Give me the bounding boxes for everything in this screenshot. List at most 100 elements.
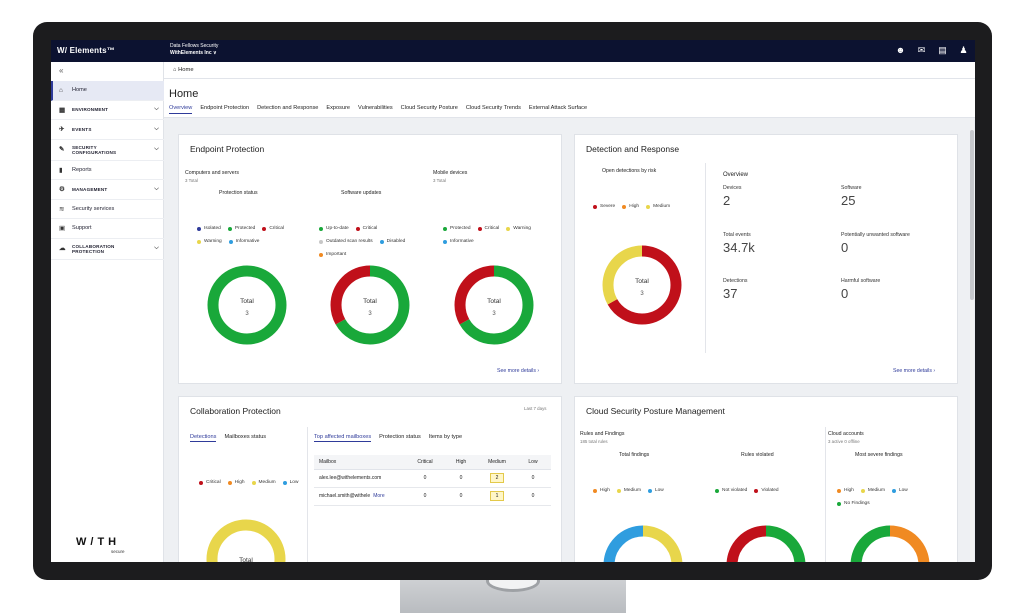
donut-segment[interactable] xyxy=(454,265,534,345)
tab-endpoint-protection[interactable]: Endpoint Protection xyxy=(200,105,250,111)
legend-item[interactable]: High xyxy=(622,204,639,209)
legend-item[interactable]: Up-to-date xyxy=(319,226,349,231)
legend-item[interactable]: Disabled xyxy=(379,239,405,244)
subtab-mailboxes-status[interactable]: Mailboxes status xyxy=(224,434,267,440)
donut-segment[interactable] xyxy=(602,245,682,325)
sidebar-item-events[interactable]: ✈ EVENTS ⌵ xyxy=(51,120,164,140)
donut-segment[interactable] xyxy=(207,265,287,345)
breadcrumb-home[interactable]: ⌂ Home xyxy=(173,67,194,73)
sidebar-item-management[interactable]: ⚙ MANAGEMENT ⌵ xyxy=(51,180,164,200)
legend-item[interactable]: High xyxy=(227,480,245,485)
medium-count[interactable]: 1 xyxy=(490,491,504,501)
announcements-icon[interactable]: ✉ xyxy=(917,45,926,55)
legend-item[interactable]: Informative xyxy=(443,239,474,244)
column-header[interactable]: High xyxy=(443,455,479,470)
medium-count[interactable]: 2 xyxy=(490,473,504,483)
stat-value[interactable]: 37 xyxy=(723,286,738,301)
mobile-devices-donut[interactable]: Total 3 xyxy=(454,265,534,345)
legend-item[interactable]: Medium xyxy=(616,488,641,493)
tab-detection-and-response[interactable]: Detection and Response xyxy=(257,105,319,111)
robot-assistant-icon[interactable]: ☻ xyxy=(895,45,906,55)
subtab-detections[interactable]: Detections xyxy=(190,434,217,442)
rules-violated-donut[interactable]: Total xyxy=(726,525,806,562)
stat-value[interactable]: 0 xyxy=(841,286,849,301)
legend-item[interactable]: Warning xyxy=(506,226,531,231)
card-title: Cloud Security Posture Management xyxy=(586,406,725,416)
legend-item[interactable]: Isolated xyxy=(197,226,221,231)
legend-item[interactable]: Protected xyxy=(443,226,471,231)
legend-item[interactable]: Outdated scan results xyxy=(319,239,373,244)
collab-detections-donut[interactable]: Total xyxy=(206,519,286,562)
tab-vulnerabilities[interactable]: Vulnerabilities xyxy=(358,105,393,111)
donut-segment[interactable] xyxy=(726,525,806,562)
collapse-sidebar-button[interactable]: « xyxy=(59,66,64,75)
column-header[interactable]: Low xyxy=(515,455,551,470)
legend-item[interactable]: High xyxy=(593,488,610,493)
open-detections-donut[interactable]: Total 3 xyxy=(602,245,682,325)
legend-dot xyxy=(319,226,323,231)
subtab-items-by-type[interactable]: Items by type xyxy=(428,434,463,440)
endpoint-see-more-link[interactable]: See more details › xyxy=(497,368,540,374)
software-updates-donut[interactable]: Total 3 xyxy=(330,265,410,345)
low-count: 0 xyxy=(531,475,535,481)
legend-item[interactable]: No Findings xyxy=(837,501,870,506)
total-findings-donut[interactable]: Total xyxy=(603,525,683,562)
legend-item[interactable]: Not violated xyxy=(715,488,747,493)
documentation-icon[interactable]: ▤ xyxy=(938,45,947,55)
table-row[interactable]: alex.lee@withelements.com 0 0 2 0 xyxy=(314,469,551,488)
page-scrollbar[interactable] xyxy=(970,120,974,560)
scrollbar-thumb[interactable] xyxy=(970,130,974,300)
donut-segment[interactable] xyxy=(206,519,286,562)
legend-item[interactable]: Medium xyxy=(646,204,670,209)
organization-selector[interactable]: Data Fellows Security WithElements Inc ∨ xyxy=(170,43,218,57)
tab-external-attack-surface[interactable]: External Attack Surface xyxy=(528,105,588,111)
legend-item[interactable]: Medium xyxy=(251,480,276,485)
legend-item[interactable]: Low xyxy=(282,480,298,485)
stat-value[interactable]: 0 xyxy=(841,240,849,255)
legend-item[interactable]: Low xyxy=(647,488,664,493)
sidebar-item-reports[interactable]: ▮ Reports xyxy=(51,161,164,180)
donut-segment[interactable] xyxy=(603,525,683,562)
legend-item[interactable]: Violated xyxy=(754,488,779,493)
legend-item[interactable]: High xyxy=(837,488,854,493)
table-row[interactable]: michael.smith@withele More 0 0 1 0 xyxy=(314,487,551,506)
column-header[interactable]: Medium xyxy=(479,455,515,470)
tab-cloud-security-trends[interactable]: Cloud Security Trends xyxy=(465,105,521,111)
stat-value[interactable]: 25 xyxy=(841,193,856,208)
subtab-top-affected-mailboxes[interactable]: Top affected mailboxes xyxy=(314,434,372,442)
legend-item[interactable]: Informative xyxy=(228,239,259,244)
app-logo[interactable]: W/ Elements™ xyxy=(57,46,115,55)
legend-item[interactable]: Critical xyxy=(477,226,499,231)
donut-segment[interactable] xyxy=(850,525,930,562)
legend-item[interactable]: Severe xyxy=(593,204,615,209)
legend-item[interactable]: Low xyxy=(891,488,908,493)
sidebar-item-support[interactable]: ▣ Support xyxy=(51,219,164,239)
most-severe-donut[interactable]: Total xyxy=(850,525,930,562)
sidebar-item-environment[interactable]: ▦ ENVIRONMENT ⌵ xyxy=(51,101,164,120)
legend-item[interactable]: Critical xyxy=(199,480,221,485)
more-link[interactable]: More xyxy=(373,493,385,499)
user-account-icon[interactable]: ♟ xyxy=(959,45,968,55)
stat-value[interactable]: 34.7k xyxy=(723,240,755,255)
tab-overview[interactable]: Overview xyxy=(169,105,193,114)
sidebar-item-security-services[interactable]: ≋ Security services xyxy=(51,200,164,219)
tab-cloud-security-posture[interactable]: Cloud Security Posture xyxy=(400,105,458,111)
legend-item[interactable]: Important xyxy=(319,252,346,257)
protection-status-donut[interactable]: Total 3 xyxy=(207,265,287,345)
legend-dot xyxy=(228,239,233,244)
subtab-protection-status[interactable]: Protection status xyxy=(379,434,421,440)
legend-item[interactable]: Warning xyxy=(197,239,222,244)
donut-segment[interactable] xyxy=(330,265,410,345)
stat-value[interactable]: 2 xyxy=(723,193,731,208)
sidebar-item-collaboration-protection[interactable]: ☁ COLLABORATION PROTECTION ⌵ xyxy=(51,239,164,260)
legend-item[interactable]: Protected xyxy=(227,226,255,231)
column-header[interactable]: Critical xyxy=(407,455,443,470)
tab-exposure[interactable]: Exposure xyxy=(326,105,351,111)
sidebar-item-security-configurations[interactable]: ✎ SECURITY CONFIGURATIONS ⌵ xyxy=(51,140,164,161)
column-header[interactable]: Mailbox xyxy=(314,455,407,470)
legend-item[interactable]: Critical xyxy=(355,226,377,231)
legend-item[interactable]: Critical xyxy=(262,226,284,231)
sidebar-item-home[interactable]: ⌂ Home xyxy=(51,81,164,101)
detection-see-more-link[interactable]: See more details › xyxy=(893,368,936,374)
legend-item[interactable]: Medium xyxy=(860,488,885,493)
